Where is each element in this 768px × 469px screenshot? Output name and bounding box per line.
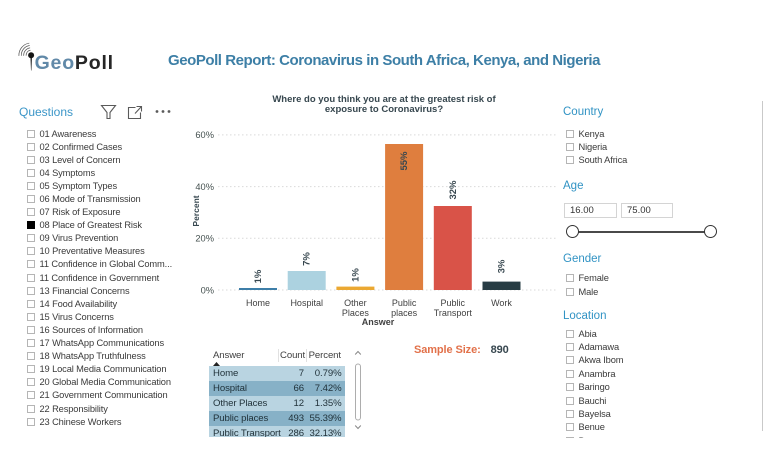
- svg-text:Answer: Answer: [362, 317, 395, 327]
- svg-text:Percent: Percent: [191, 195, 201, 226]
- svg-text:Public: Public: [392, 298, 417, 308]
- svg-text:places: places: [391, 308, 418, 318]
- svg-text:GeoPoll: GeoPoll: [35, 52, 114, 74]
- svg-text:55%: 55%: [399, 151, 410, 171]
- svg-text:0%: 0%: [201, 285, 214, 295]
- svg-text:exposure to Coronavirus?: exposure to Coronavirus?: [325, 104, 443, 115]
- svg-text:Hospital: Hospital: [290, 298, 323, 308]
- svg-text:60%: 60%: [195, 130, 214, 140]
- svg-text:32%: 32%: [448, 180, 459, 200]
- svg-text:Work: Work: [491, 298, 512, 308]
- svg-text:Places: Places: [342, 308, 370, 318]
- svg-text:3%: 3%: [497, 259, 508, 273]
- svg-text:Public: Public: [441, 298, 466, 308]
- svg-text:Home: Home: [246, 298, 270, 308]
- svg-text:Other: Other: [344, 298, 367, 308]
- svg-text:Transport: Transport: [434, 308, 473, 318]
- svg-text:7%: 7%: [302, 252, 313, 266]
- svg-text:Where do you think you are at: Where do you think you are at the greate…: [272, 94, 496, 105]
- svg-text:20%: 20%: [195, 234, 214, 244]
- svg-text:1%: 1%: [350, 268, 361, 282]
- svg-text:1%: 1%: [253, 269, 264, 283]
- svg-text:40%: 40%: [195, 182, 214, 192]
